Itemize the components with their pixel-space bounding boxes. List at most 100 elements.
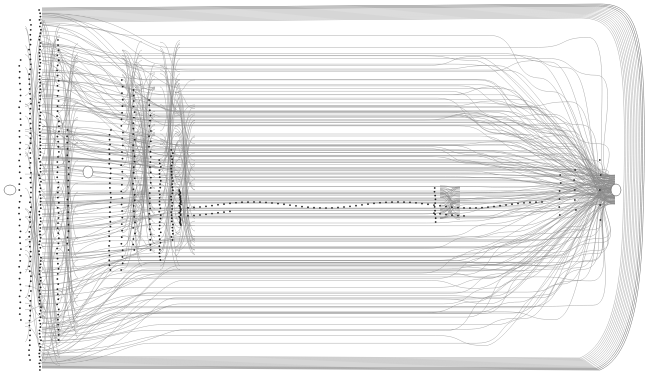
node xyxy=(337,207,339,209)
node xyxy=(40,22,42,24)
node xyxy=(109,206,111,208)
node xyxy=(134,177,136,179)
node xyxy=(415,202,417,204)
node xyxy=(39,92,41,94)
node xyxy=(403,201,405,203)
node xyxy=(68,249,70,251)
node xyxy=(39,65,41,67)
node xyxy=(58,202,60,204)
node xyxy=(57,227,59,229)
node xyxy=(457,207,459,209)
node xyxy=(19,77,21,79)
node xyxy=(56,176,58,178)
node xyxy=(170,211,172,213)
node xyxy=(20,195,22,197)
node xyxy=(170,155,172,157)
node xyxy=(149,161,151,163)
node xyxy=(149,218,151,220)
node xyxy=(19,136,21,138)
node xyxy=(559,174,561,176)
node xyxy=(30,197,32,199)
node xyxy=(108,235,110,237)
node xyxy=(39,240,41,242)
node xyxy=(57,141,59,143)
node xyxy=(435,221,437,223)
node xyxy=(29,359,31,361)
node xyxy=(435,217,437,219)
node xyxy=(57,110,59,112)
node xyxy=(28,236,30,238)
node xyxy=(39,125,41,127)
node xyxy=(133,95,135,97)
node xyxy=(170,199,172,201)
node xyxy=(171,174,173,176)
node xyxy=(19,154,21,156)
node xyxy=(19,201,21,203)
node xyxy=(289,204,291,206)
node xyxy=(159,259,161,261)
node xyxy=(40,306,42,308)
node xyxy=(66,142,68,144)
node xyxy=(187,215,189,217)
node xyxy=(108,148,110,150)
node xyxy=(211,213,213,215)
node xyxy=(28,49,30,51)
node xyxy=(67,237,69,239)
node xyxy=(110,269,112,271)
node xyxy=(170,149,172,151)
node xyxy=(29,330,31,332)
node xyxy=(180,224,182,226)
node xyxy=(29,93,31,95)
node xyxy=(39,98,41,100)
node xyxy=(68,161,70,163)
node xyxy=(271,202,273,204)
node xyxy=(57,156,59,158)
node xyxy=(109,144,111,146)
node xyxy=(57,166,59,168)
node xyxy=(18,106,20,108)
node xyxy=(68,224,70,226)
node xyxy=(67,205,69,207)
node xyxy=(57,293,59,295)
node xyxy=(559,198,561,200)
node xyxy=(58,217,60,219)
node xyxy=(29,344,31,346)
node xyxy=(199,214,201,216)
node xyxy=(57,75,59,77)
node xyxy=(28,354,30,356)
node xyxy=(159,238,161,240)
node xyxy=(58,243,60,245)
node xyxy=(171,214,173,216)
node xyxy=(132,150,134,152)
node xyxy=(159,169,161,171)
node xyxy=(57,258,59,260)
node xyxy=(19,307,21,309)
node xyxy=(170,196,172,198)
node xyxy=(158,211,160,213)
node xyxy=(109,240,111,242)
node xyxy=(18,183,20,185)
node xyxy=(30,251,32,253)
node xyxy=(29,147,31,149)
node xyxy=(463,215,465,217)
node xyxy=(19,254,21,256)
root-node xyxy=(4,185,16,195)
node xyxy=(30,290,32,292)
node xyxy=(39,320,41,322)
node xyxy=(68,192,70,194)
node xyxy=(121,92,123,94)
node xyxy=(40,339,42,341)
node xyxy=(40,197,42,199)
node xyxy=(159,221,161,223)
node xyxy=(38,296,40,298)
node xyxy=(67,180,69,182)
node xyxy=(56,278,58,280)
node xyxy=(150,172,152,174)
node xyxy=(39,55,41,57)
node xyxy=(205,206,207,208)
node xyxy=(39,36,41,38)
node xyxy=(229,203,231,205)
node xyxy=(19,296,21,298)
node xyxy=(148,99,150,101)
node xyxy=(66,135,68,137)
